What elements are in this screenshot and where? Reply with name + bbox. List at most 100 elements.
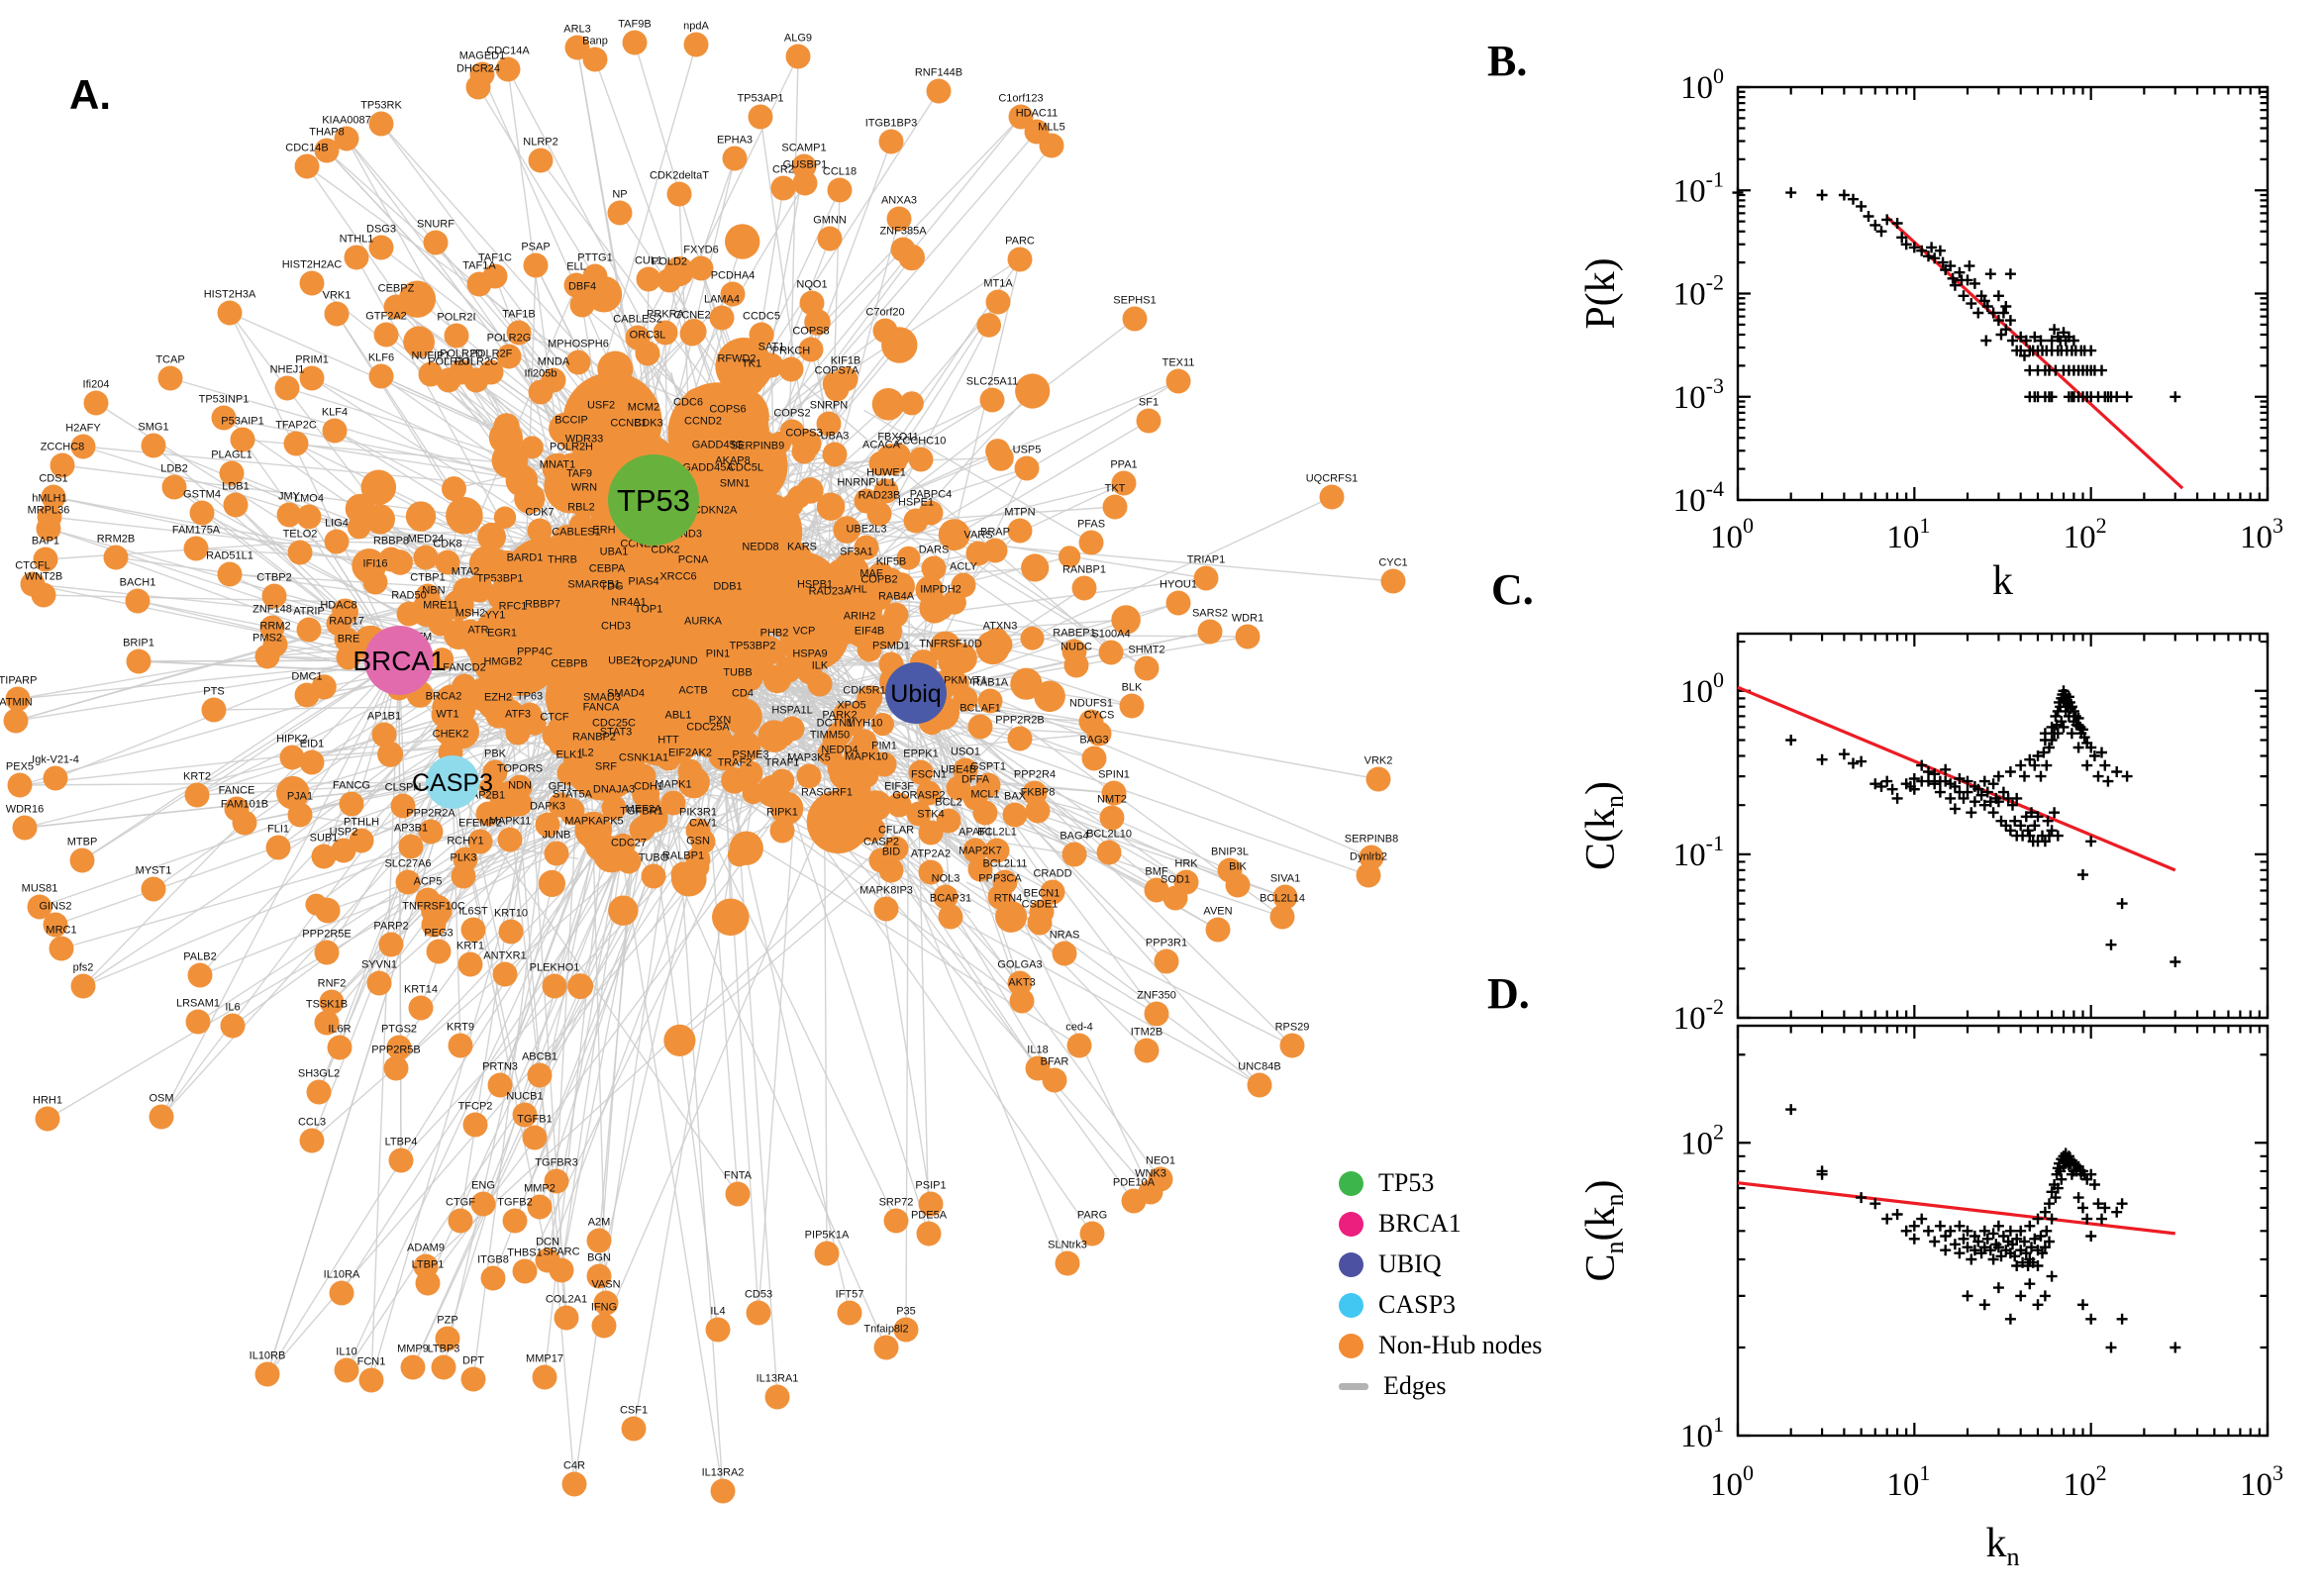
network-node-label: MTBP [67, 837, 98, 848]
network-node-label: PHB2 [760, 628, 789, 640]
network-node [967, 856, 993, 882]
network-node [582, 47, 608, 72]
network-node [688, 590, 712, 613]
network-node [571, 622, 601, 651]
tick-label: 10-1 [1673, 166, 1724, 209]
network-node-label: HSPA1L [771, 705, 812, 717]
network-node-label: CDK8 [433, 539, 461, 550]
network-node [976, 313, 1001, 338]
network-node [453, 577, 478, 603]
network-node [1225, 872, 1251, 898]
network-node [70, 434, 96, 459]
network-node [665, 582, 691, 608]
network-node [463, 367, 489, 393]
network-node-label: PZP [437, 1315, 457, 1327]
network-node-label: EIF2AK2 [668, 748, 712, 759]
network-node [631, 587, 656, 613]
network-node-label: POLR2H [550, 442, 593, 453]
network-node-label: NLRP2 [523, 137, 557, 149]
network-node-label: MTA2 [452, 566, 480, 578]
network-node-label: LDB2 [160, 463, 188, 475]
network-node-label: EIF4B [855, 626, 885, 638]
network-node [616, 608, 642, 634]
network-node-label: ZNF350 [1137, 990, 1176, 1002]
network-node [626, 549, 652, 575]
network-node [938, 904, 963, 930]
network-node [322, 418, 348, 444]
network-node [746, 1300, 771, 1326]
network-node [496, 344, 522, 369]
network-node [854, 762, 879, 788]
network-node-label: IFT57 [836, 1289, 864, 1301]
network-node-label: TFAP2C [275, 420, 317, 432]
legend-item-label: BRCA1 [1378, 1209, 1462, 1238]
network-node [886, 792, 912, 818]
network-node [921, 555, 947, 581]
network-node [276, 775, 310, 810]
network-node [558, 426, 584, 451]
network-node-label: PEG3 [424, 928, 453, 940]
network-node-label: PARG [1077, 1210, 1107, 1222]
network-node [791, 637, 817, 662]
network-node-label: EPHA3 [717, 135, 753, 147]
network-node [985, 439, 1011, 464]
network-node-label: TOP1 [635, 604, 663, 616]
network-node-label: CCL3 [298, 1117, 326, 1129]
network-node [201, 697, 227, 723]
network-node-label: CDC25C [592, 718, 636, 730]
network-node-label: COPS2 [773, 408, 810, 420]
network-node [535, 812, 560, 838]
network-node-label: HIST2H3A [204, 289, 256, 301]
network-node-label: PIP5K1A [805, 1230, 850, 1242]
network-node-label: POLR2I [437, 312, 475, 324]
network-node [314, 138, 340, 163]
network-node [724, 364, 750, 390]
network-node-label: RPS29 [1275, 1022, 1310, 1034]
network-node [1365, 766, 1391, 792]
network-node-label: CDK2 [651, 545, 679, 556]
network-node [1081, 746, 1107, 771]
network-node-label: CYCS [1084, 710, 1115, 722]
network-node-label: A2M [588, 1217, 611, 1229]
network-node [383, 294, 409, 320]
network-node-label: TSSK1B [306, 999, 348, 1011]
network-node [528, 379, 554, 405]
network-node [299, 749, 325, 775]
network-node [347, 516, 371, 540]
network-node-label: ATMIN [0, 697, 33, 709]
network-node [538, 869, 566, 898]
network-node-label: POLD2 [652, 256, 687, 268]
network-node-label: MRE11 [423, 600, 458, 612]
network-node-label: CRADD [1033, 868, 1071, 880]
network-node [512, 563, 538, 589]
network-node [358, 1367, 384, 1393]
network-node [512, 1258, 538, 1284]
tick-label: 101 [1886, 513, 1930, 555]
network-node-label: TK1 [742, 358, 761, 370]
network-node-label: TRAF1 [765, 757, 800, 769]
network-node-label: BCLAF1 [960, 703, 1001, 715]
network-node-label: CCDC5 [743, 311, 780, 323]
network-node [125, 588, 151, 614]
network-node-label: RALBP1 [662, 850, 704, 862]
network-node [184, 782, 210, 808]
network-node-label: PPP3R1 [1146, 938, 1187, 949]
network-node-label: CD53 [745, 1289, 772, 1301]
network-node [785, 44, 811, 69]
network-node-label: PPP4C [517, 647, 553, 658]
network-node [730, 699, 756, 725]
network-node [926, 78, 952, 104]
network-node-label: TP53INP1 [199, 394, 250, 406]
network-node [918, 859, 944, 885]
network-node-label: PPP2R5B [371, 1045, 421, 1056]
network-node [870, 713, 895, 737]
network-node [660, 790, 686, 816]
network-node [522, 1125, 548, 1150]
network-node [490, 667, 516, 693]
network-node [758, 352, 784, 378]
network-node [141, 433, 166, 458]
network-node-label: CTCF [540, 712, 569, 724]
network-node [725, 1181, 751, 1207]
network-node-label: FANCA [583, 702, 620, 714]
